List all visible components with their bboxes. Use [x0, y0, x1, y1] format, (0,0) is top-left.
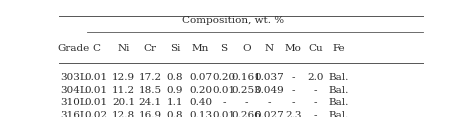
Text: 24.1: 24.1	[139, 98, 162, 107]
Text: 310L: 310L	[61, 98, 87, 107]
Text: Composition, wt. %: Composition, wt. %	[182, 16, 284, 25]
Text: 0.01: 0.01	[212, 86, 236, 95]
Text: 0.8: 0.8	[167, 73, 183, 82]
Text: 0.037: 0.037	[255, 73, 284, 82]
Text: 12.8: 12.8	[112, 111, 135, 117]
Text: -: -	[292, 86, 295, 95]
Text: Cr: Cr	[144, 44, 157, 53]
Text: N: N	[265, 44, 274, 53]
Text: 304L: 304L	[61, 86, 87, 95]
Text: S: S	[220, 44, 228, 53]
Text: Mo: Mo	[285, 44, 301, 53]
Text: 316L: 316L	[61, 111, 87, 117]
Text: -: -	[313, 98, 317, 107]
Text: 0.266: 0.266	[232, 111, 262, 117]
Text: Fe: Fe	[332, 44, 345, 53]
Text: C: C	[92, 44, 100, 53]
Text: 0.20: 0.20	[189, 86, 212, 95]
Text: 0.049: 0.049	[255, 86, 284, 95]
Text: Mn: Mn	[192, 44, 210, 53]
Text: 0.01: 0.01	[84, 73, 108, 82]
Text: 0.8: 0.8	[167, 111, 183, 117]
Text: O: O	[242, 44, 251, 53]
Text: 17.2: 17.2	[139, 73, 162, 82]
Text: Bal.: Bal.	[328, 98, 348, 107]
Text: 0.13: 0.13	[189, 111, 212, 117]
Text: 0.161: 0.161	[232, 73, 262, 82]
Text: 0.027: 0.027	[255, 111, 284, 117]
Text: 18.5: 18.5	[139, 86, 162, 95]
Text: Bal.: Bal.	[328, 111, 348, 117]
Text: 11.2: 11.2	[112, 86, 135, 95]
Text: 0.02: 0.02	[84, 111, 108, 117]
Text: -: -	[313, 86, 317, 95]
Text: -: -	[292, 73, 295, 82]
Text: Bal.: Bal.	[328, 86, 348, 95]
Text: Cu: Cu	[308, 44, 323, 53]
Text: -: -	[268, 98, 271, 107]
Text: 0.9: 0.9	[167, 86, 183, 95]
Text: 1.1: 1.1	[167, 98, 183, 107]
Text: 0.01: 0.01	[84, 86, 108, 95]
Text: 20.1: 20.1	[112, 98, 135, 107]
Text: -: -	[292, 98, 295, 107]
Text: 0.40: 0.40	[189, 98, 212, 107]
Text: Si: Si	[170, 44, 180, 53]
Text: 0.253: 0.253	[232, 86, 262, 95]
Text: 0.20: 0.20	[212, 73, 236, 82]
Text: Bal.: Bal.	[328, 73, 348, 82]
Text: 0.01: 0.01	[84, 98, 108, 107]
Text: 0.07: 0.07	[189, 73, 212, 82]
Text: 2.0: 2.0	[307, 73, 324, 82]
Text: Ni: Ni	[118, 44, 130, 53]
Text: 16.9: 16.9	[139, 111, 162, 117]
Text: -: -	[222, 98, 226, 107]
Text: 2.3: 2.3	[285, 111, 301, 117]
Text: -: -	[313, 111, 317, 117]
Text: Grade: Grade	[58, 44, 90, 53]
Text: 12.9: 12.9	[112, 73, 135, 82]
Text: -: -	[245, 98, 248, 107]
Text: 0.01: 0.01	[212, 111, 236, 117]
Text: 303L: 303L	[61, 73, 87, 82]
